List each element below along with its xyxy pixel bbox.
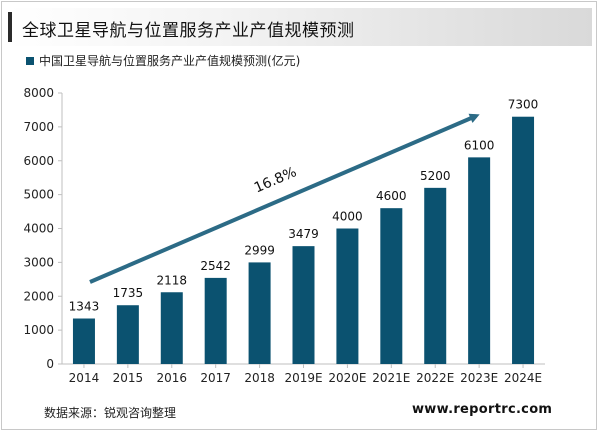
- y-tick-label: 3000: [23, 255, 54, 269]
- bar-2017: [204, 277, 227, 364]
- y-tick-label: 5000: [23, 188, 54, 202]
- x-tick-label: 2018: [244, 371, 275, 385]
- title-bar: 全球卫星导航与位置服务产业产值规模预测: [8, 8, 592, 46]
- title-accent: [8, 12, 12, 42]
- x-tick-label: 2016: [156, 371, 187, 385]
- bar-2023E: [468, 157, 491, 364]
- bar-2021E: [380, 208, 403, 364]
- x-tick-label: 2021E: [372, 371, 410, 385]
- x-tick-label: 2023E: [460, 371, 498, 385]
- data-source: 数据来源：锐观咨询整理: [44, 406, 177, 420]
- data-label: 2118: [156, 273, 187, 287]
- x-tick-label: 2024E: [504, 371, 542, 385]
- data-label: 4000: [332, 210, 363, 224]
- bar-2019E: [292, 246, 315, 364]
- y-tick-label: 2000: [23, 289, 54, 303]
- y-tick-label: 6000: [23, 154, 54, 168]
- growth-rate-label: 16.8%: [252, 164, 299, 196]
- bar-2014: [72, 318, 95, 364]
- y-tick-label: 1000: [23, 323, 54, 337]
- y-tick-label: 7000: [23, 120, 54, 134]
- bar-2022E: [424, 187, 447, 364]
- legend-label: 中国卫星导航与位置服务产业产值规模预测(亿元): [39, 54, 301, 68]
- data-label: 2999: [244, 243, 275, 257]
- data-label: 4600: [376, 189, 407, 203]
- x-tick-label: 2019E: [284, 371, 322, 385]
- x-tick-label: 2020E: [328, 371, 366, 385]
- y-tick-label: 4000: [23, 222, 54, 236]
- data-label: 5200: [420, 169, 451, 183]
- x-tick-label: 2022E: [416, 371, 454, 385]
- bar-2024E: [512, 116, 535, 365]
- data-label: 1735: [113, 286, 144, 300]
- bar-2020E: [336, 228, 359, 364]
- x-tick-label: 2014: [69, 371, 100, 385]
- data-label: 2542: [200, 259, 231, 273]
- data-label: 7300: [508, 98, 539, 112]
- y-tick-label: 0: [46, 357, 54, 371]
- legend-swatch: [26, 56, 34, 65]
- x-tick-label: 2015: [113, 371, 144, 385]
- y-tick-label: 8000: [23, 86, 54, 100]
- growth-arrow: [89, 113, 480, 284]
- x-tick-label: 2017: [200, 371, 231, 385]
- bar-2018: [248, 262, 271, 364]
- legend: 中国卫星导航与位置服务产业产值规模预测(亿元): [26, 52, 300, 69]
- data-label: 6100: [464, 138, 495, 152]
- data-label: 1343: [69, 300, 100, 314]
- bar-2015: [116, 305, 139, 364]
- page-title: 全球卫星导航与位置服务产业产值规模预测: [22, 21, 355, 41]
- data-label: 3479: [288, 227, 319, 241]
- bar-2016: [160, 292, 183, 364]
- website-link[interactable]: www.reportrc.com: [412, 402, 553, 417]
